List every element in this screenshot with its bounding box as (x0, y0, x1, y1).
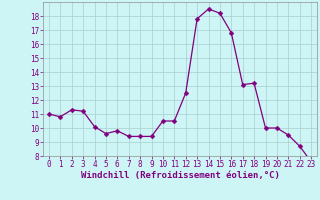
X-axis label: Windchill (Refroidissement éolien,°C): Windchill (Refroidissement éolien,°C) (81, 171, 279, 180)
